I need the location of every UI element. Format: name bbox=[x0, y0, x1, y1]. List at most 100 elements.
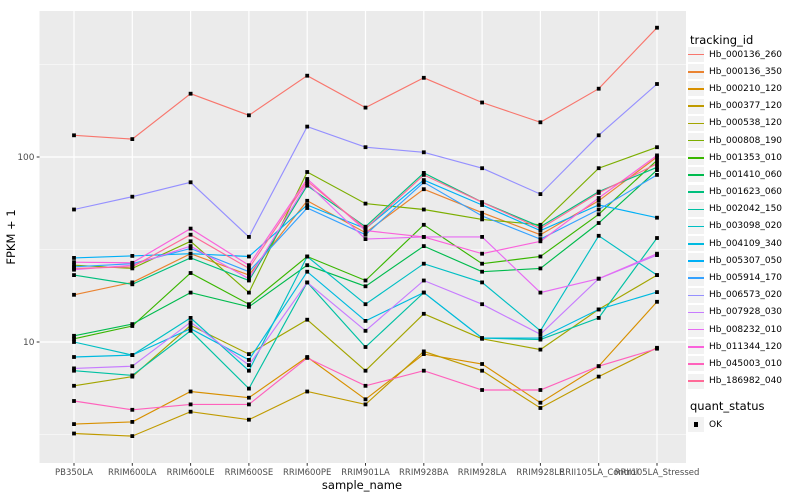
data-point bbox=[596, 307, 601, 312]
data-point bbox=[480, 362, 484, 366]
data-point bbox=[363, 237, 368, 241]
legend-item: Hb_000136_260 bbox=[688, 46, 782, 63]
data-point bbox=[421, 368, 426, 373]
data-point bbox=[421, 352, 426, 356]
data-point bbox=[72, 256, 76, 260]
data-point bbox=[305, 179, 310, 184]
data-point bbox=[538, 228, 543, 233]
data-point bbox=[538, 120, 543, 125]
legend-key bbox=[688, 81, 704, 97]
legend-item-label: Hb_005914_170 bbox=[709, 273, 783, 284]
data-point bbox=[596, 221, 601, 225]
legend-key-ok bbox=[688, 417, 704, 433]
data-point bbox=[421, 173, 426, 177]
legend-item: Hb_006573_020 bbox=[688, 287, 782, 304]
legend-item-label: Hb_000136_350 bbox=[709, 66, 783, 77]
data-point bbox=[363, 105, 368, 110]
legend-item-label: Hb_001410_060 bbox=[709, 169, 783, 180]
data-point bbox=[421, 207, 426, 212]
legend-key-line-icon bbox=[688, 225, 704, 228]
data-point bbox=[538, 239, 543, 244]
legend-item-label: OK bbox=[709, 419, 722, 430]
legend-item-label: Hb_006573_020 bbox=[709, 290, 783, 301]
x-tick-label: RRIM928LA bbox=[458, 468, 507, 478]
data-point bbox=[188, 239, 193, 244]
x-tick-label: RRIM600LE bbox=[167, 468, 215, 478]
legend-item: Hb_000377_120 bbox=[688, 98, 782, 115]
data-point bbox=[188, 246, 193, 251]
data-point bbox=[421, 222, 426, 227]
data-point bbox=[305, 280, 310, 285]
x-tick-label: RRIM600LA bbox=[108, 468, 157, 478]
data-point bbox=[538, 347, 543, 352]
data-point bbox=[72, 340, 76, 344]
legend-key-line-icon bbox=[688, 242, 704, 245]
legend-item-label: Hb_000538_120 bbox=[709, 118, 783, 129]
legend-title-quant-status: quant_status bbox=[690, 399, 765, 413]
legend-key-line-icon bbox=[688, 105, 704, 108]
data-point bbox=[305, 177, 310, 181]
legend-key-line-icon bbox=[688, 311, 704, 314]
legend-title-tracking-id: tracking_id bbox=[690, 33, 754, 47]
data-point bbox=[72, 383, 76, 388]
legend-key-line-icon bbox=[688, 363, 704, 365]
data-point bbox=[596, 374, 601, 379]
data-point bbox=[363, 397, 368, 402]
data-point bbox=[72, 292, 76, 297]
legend-item: Hb_000136_350 bbox=[688, 63, 782, 80]
data-point bbox=[538, 266, 543, 271]
legend-item-label: Hb_011344_120 bbox=[709, 341, 783, 352]
data-point bbox=[305, 73, 310, 78]
data-point bbox=[247, 113, 251, 118]
data-point bbox=[655, 145, 659, 150]
data-point bbox=[130, 137, 135, 141]
data-point bbox=[130, 254, 135, 258]
data-point bbox=[655, 168, 659, 172]
legend-item-label: Hb_000808_190 bbox=[709, 135, 783, 146]
data-point bbox=[72, 336, 76, 341]
data-point bbox=[655, 273, 659, 277]
data-point bbox=[480, 210, 484, 215]
legend-item: Hb_001410_060 bbox=[688, 166, 782, 183]
data-point bbox=[596, 191, 601, 195]
legend-item: Hb_000538_120 bbox=[688, 115, 782, 132]
data-point bbox=[655, 251, 659, 256]
x-tick-label: RRII105LA_Stressed bbox=[615, 468, 700, 478]
data-point bbox=[421, 244, 426, 248]
data-point bbox=[480, 214, 484, 218]
data-point bbox=[188, 328, 193, 333]
legend-key-line-icon bbox=[688, 294, 704, 297]
legend-key-line-icon bbox=[688, 380, 704, 383]
data-point bbox=[247, 368, 251, 373]
data-point bbox=[421, 187, 426, 192]
data-point bbox=[130, 194, 135, 199]
legend-key-line-icon bbox=[688, 277, 704, 279]
legend-key bbox=[688, 184, 704, 200]
data-point bbox=[72, 399, 76, 403]
data-point bbox=[363, 402, 368, 407]
x-tick-label: PB350LA bbox=[55, 468, 93, 478]
data-point bbox=[363, 145, 368, 150]
legend-key-line-icon bbox=[688, 71, 704, 73]
legend-item-label: Hb_000210_120 bbox=[709, 83, 783, 94]
data-point bbox=[421, 290, 426, 295]
legend-key-line-icon bbox=[688, 174, 704, 176]
data-point bbox=[130, 260, 135, 265]
data-point bbox=[188, 409, 193, 414]
legend-key-line-icon bbox=[688, 88, 704, 90]
data-point bbox=[247, 386, 251, 391]
data-point bbox=[596, 316, 601, 320]
data-point bbox=[655, 165, 659, 170]
data-point bbox=[596, 207, 601, 212]
legend-key-line-icon bbox=[688, 260, 704, 262]
data-point bbox=[363, 345, 368, 349]
data-point bbox=[596, 203, 601, 207]
legend-item: Hb_045003_010 bbox=[688, 355, 782, 372]
data-point bbox=[480, 302, 484, 307]
data-point bbox=[305, 181, 310, 186]
data-point bbox=[247, 417, 251, 422]
data-point bbox=[538, 226, 543, 231]
data-point bbox=[538, 400, 543, 405]
data-point bbox=[655, 299, 659, 304]
